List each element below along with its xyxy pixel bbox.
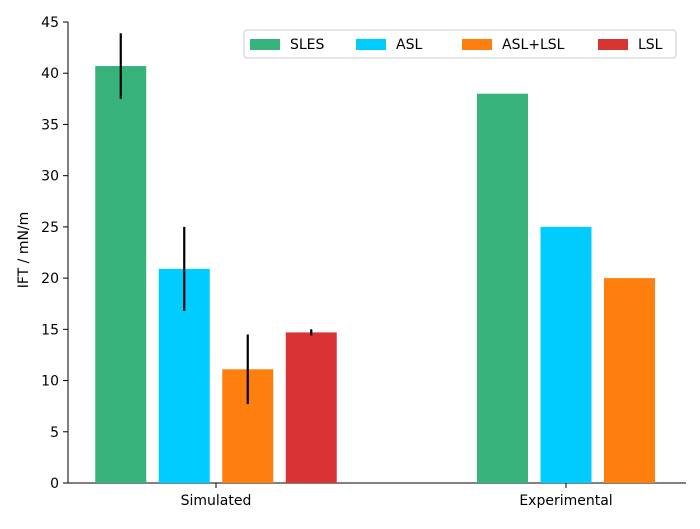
error-bars [119,33,313,405]
legend-label: ASL+LSL [502,37,565,53]
x-tick-label: Experimental [519,493,612,509]
y-axis-label: IFT / mN/m [16,212,32,289]
bar-lsl-simulated [285,332,337,483]
y-tick-label: 10 [41,374,59,390]
legend-swatch [598,39,628,50]
legend-swatch [250,39,280,50]
bar-asl-lsl-experimental [604,278,655,483]
legend-label: ASL [396,37,422,53]
y-tick-label: 0 [50,476,59,492]
y-tick-label: 35 [41,117,59,133]
legend-frame [243,29,677,59]
bar-sles-experimental [477,93,528,483]
legend-swatch [356,39,386,50]
legend-label: SLES [290,37,325,53]
legend-label: LSL [638,37,663,53]
bar-asl-experimental [540,226,592,483]
bars [95,66,655,483]
y-tick-label: 40 [41,66,59,82]
y-tick-label: 25 [41,220,59,236]
y-tick-label: 30 [41,169,59,185]
x-tick-label: Simulated [181,493,252,509]
y-tick-label: 5 [50,425,59,441]
axes: 0 5 10 15 20 25 30 35 40 45 Simulated Experimental [41,15,686,509]
y-tick-label: 15 [41,322,59,338]
legend-swatch [462,39,492,50]
legend: SLES ASL ASL+LSL LSL [243,29,677,59]
y-tick-label: 45 [41,15,59,31]
y-tick-label: 20 [41,271,59,287]
bar-sles-simulated [95,66,147,483]
